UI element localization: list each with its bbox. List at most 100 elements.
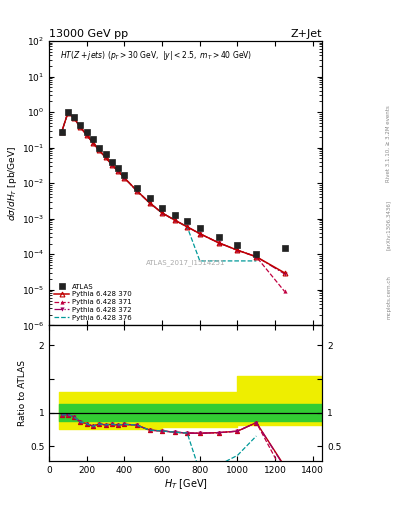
ATLAS: [172, 211, 177, 218]
Pythia 6.428 376: [110, 162, 114, 168]
Pythia 6.428 370: [84, 132, 89, 138]
Pythia 6.428 372: [134, 188, 139, 194]
ATLAS: [103, 151, 108, 157]
Pythia 6.428 371: [59, 129, 64, 135]
Pythia 6.428 372: [78, 124, 83, 131]
Pythia 6.428 370: [160, 210, 165, 216]
Pythia 6.428 372: [72, 115, 77, 121]
Pythia 6.428 371: [103, 154, 108, 160]
Text: mcplots.cern.ch: mcplots.cern.ch: [386, 275, 391, 319]
Pythia 6.428 372: [160, 210, 165, 216]
Pythia 6.428 372: [147, 200, 152, 206]
Pythia 6.428 376: [91, 140, 95, 146]
Pythia 6.428 371: [282, 288, 287, 294]
Pythia 6.428 376: [72, 115, 77, 121]
Pythia 6.428 376: [59, 129, 64, 135]
Pythia 6.428 372: [116, 168, 120, 174]
Pythia 6.428 370: [59, 129, 64, 135]
Pythia 6.428 370: [110, 162, 114, 168]
ATLAS: [122, 172, 127, 178]
Pythia 6.428 372: [110, 162, 114, 168]
Pythia 6.428 371: [72, 115, 77, 121]
Pythia 6.428 372: [103, 154, 108, 160]
Pythia 6.428 372: [197, 230, 202, 237]
Pythia 6.428 376: [216, 258, 221, 264]
Text: Rivet 3.1.10, ≥ 3.2M events: Rivet 3.1.10, ≥ 3.2M events: [386, 105, 391, 182]
Pythia 6.428 371: [216, 240, 221, 246]
Pythia 6.428 370: [216, 240, 221, 246]
Pythia 6.428 372: [59, 129, 64, 135]
Pythia 6.428 371: [172, 217, 177, 223]
Text: $HT(Z+jets)$ $(p_T > 30\ \mathrm{GeV},\ |y| < 2.5,\ m_T > 40\ \mathrm{GeV})$: $HT(Z+jets)$ $(p_T > 30\ \mathrm{GeV},\ …: [60, 50, 252, 62]
Pythia 6.428 371: [147, 200, 152, 206]
Pythia 6.428 376: [254, 258, 259, 264]
Pythia 6.428 376: [66, 110, 70, 116]
ATLAS: [97, 144, 101, 151]
Pythia 6.428 372: [172, 217, 177, 223]
Line: Pythia 6.428 376: Pythia 6.428 376: [62, 113, 256, 261]
Pythia 6.428 370: [254, 254, 259, 260]
Pythia 6.428 371: [134, 188, 139, 194]
Pythia 6.428 376: [134, 188, 139, 194]
Pythia 6.428 370: [235, 247, 240, 253]
ATLAS: [84, 129, 89, 135]
Pythia 6.428 376: [78, 124, 83, 131]
Pythia 6.428 371: [78, 124, 83, 131]
Pythia 6.428 372: [91, 140, 95, 146]
Pythia 6.428 372: [216, 240, 221, 246]
Y-axis label: Ratio to ATLAS: Ratio to ATLAS: [18, 360, 27, 426]
ATLAS: [254, 251, 259, 258]
ATLAS: [116, 165, 120, 171]
Pythia 6.428 370: [147, 200, 152, 206]
X-axis label: $H_T$ [GeV]: $H_T$ [GeV]: [164, 477, 208, 491]
Pythia 6.428 376: [116, 168, 120, 174]
Text: 13000 GeV pp: 13000 GeV pp: [49, 29, 128, 39]
Pythia 6.428 371: [160, 210, 165, 216]
Text: ATLAS_2017_I1514251: ATLAS_2017_I1514251: [146, 260, 226, 266]
Pythia 6.428 370: [134, 188, 139, 194]
Pythia 6.428 376: [185, 224, 189, 230]
Line: ATLAS: ATLAS: [59, 109, 288, 258]
Pythia 6.428 372: [282, 271, 287, 277]
Pythia 6.428 371: [66, 110, 70, 116]
Pythia 6.428 376: [147, 200, 152, 206]
ATLAS: [160, 205, 165, 211]
Pythia 6.428 376: [122, 175, 127, 181]
ATLAS: [72, 114, 77, 120]
Line: Pythia 6.428 372: Pythia 6.428 372: [59, 111, 286, 276]
Pythia 6.428 376: [172, 217, 177, 223]
ATLAS: [197, 225, 202, 231]
ATLAS: [110, 159, 114, 165]
Pythia 6.428 370: [103, 154, 108, 160]
Pythia 6.428 376: [97, 147, 101, 154]
Pythia 6.428 372: [185, 224, 189, 230]
ATLAS: [59, 129, 64, 135]
Pythia 6.428 370: [185, 224, 189, 230]
Pythia 6.428 371: [116, 168, 120, 174]
Pythia 6.428 371: [110, 162, 114, 168]
Pythia 6.428 372: [66, 110, 70, 116]
Pythia 6.428 376: [197, 258, 202, 264]
Y-axis label: $d\sigma/dH_T$ [pb/GeV]: $d\sigma/dH_T$ [pb/GeV]: [6, 145, 19, 221]
Line: Pythia 6.428 370: Pythia 6.428 370: [59, 110, 287, 275]
Legend: ATLAS, Pythia 6.428 370, Pythia 6.428 371, Pythia 6.428 372, Pythia 6.428 376: ATLAS, Pythia 6.428 370, Pythia 6.428 37…: [53, 282, 133, 322]
Pythia 6.428 370: [122, 175, 127, 181]
Text: Z+Jet: Z+Jet: [291, 29, 322, 39]
ATLAS: [216, 234, 221, 240]
Pythia 6.428 370: [97, 147, 101, 154]
Pythia 6.428 370: [66, 110, 70, 116]
ATLAS: [91, 136, 95, 142]
Pythia 6.428 370: [116, 168, 120, 174]
Pythia 6.428 371: [97, 147, 101, 154]
Line: Pythia 6.428 371: Pythia 6.428 371: [59, 111, 286, 293]
Pythia 6.428 371: [235, 247, 240, 253]
Pythia 6.428 376: [160, 210, 165, 216]
Pythia 6.428 372: [254, 254, 259, 260]
Pythia 6.428 376: [84, 132, 89, 138]
Pythia 6.428 371: [122, 175, 127, 181]
Pythia 6.428 371: [197, 230, 202, 237]
Pythia 6.428 371: [254, 254, 259, 260]
Pythia 6.428 370: [78, 124, 83, 131]
Pythia 6.428 376: [103, 154, 108, 160]
ATLAS: [282, 245, 287, 251]
